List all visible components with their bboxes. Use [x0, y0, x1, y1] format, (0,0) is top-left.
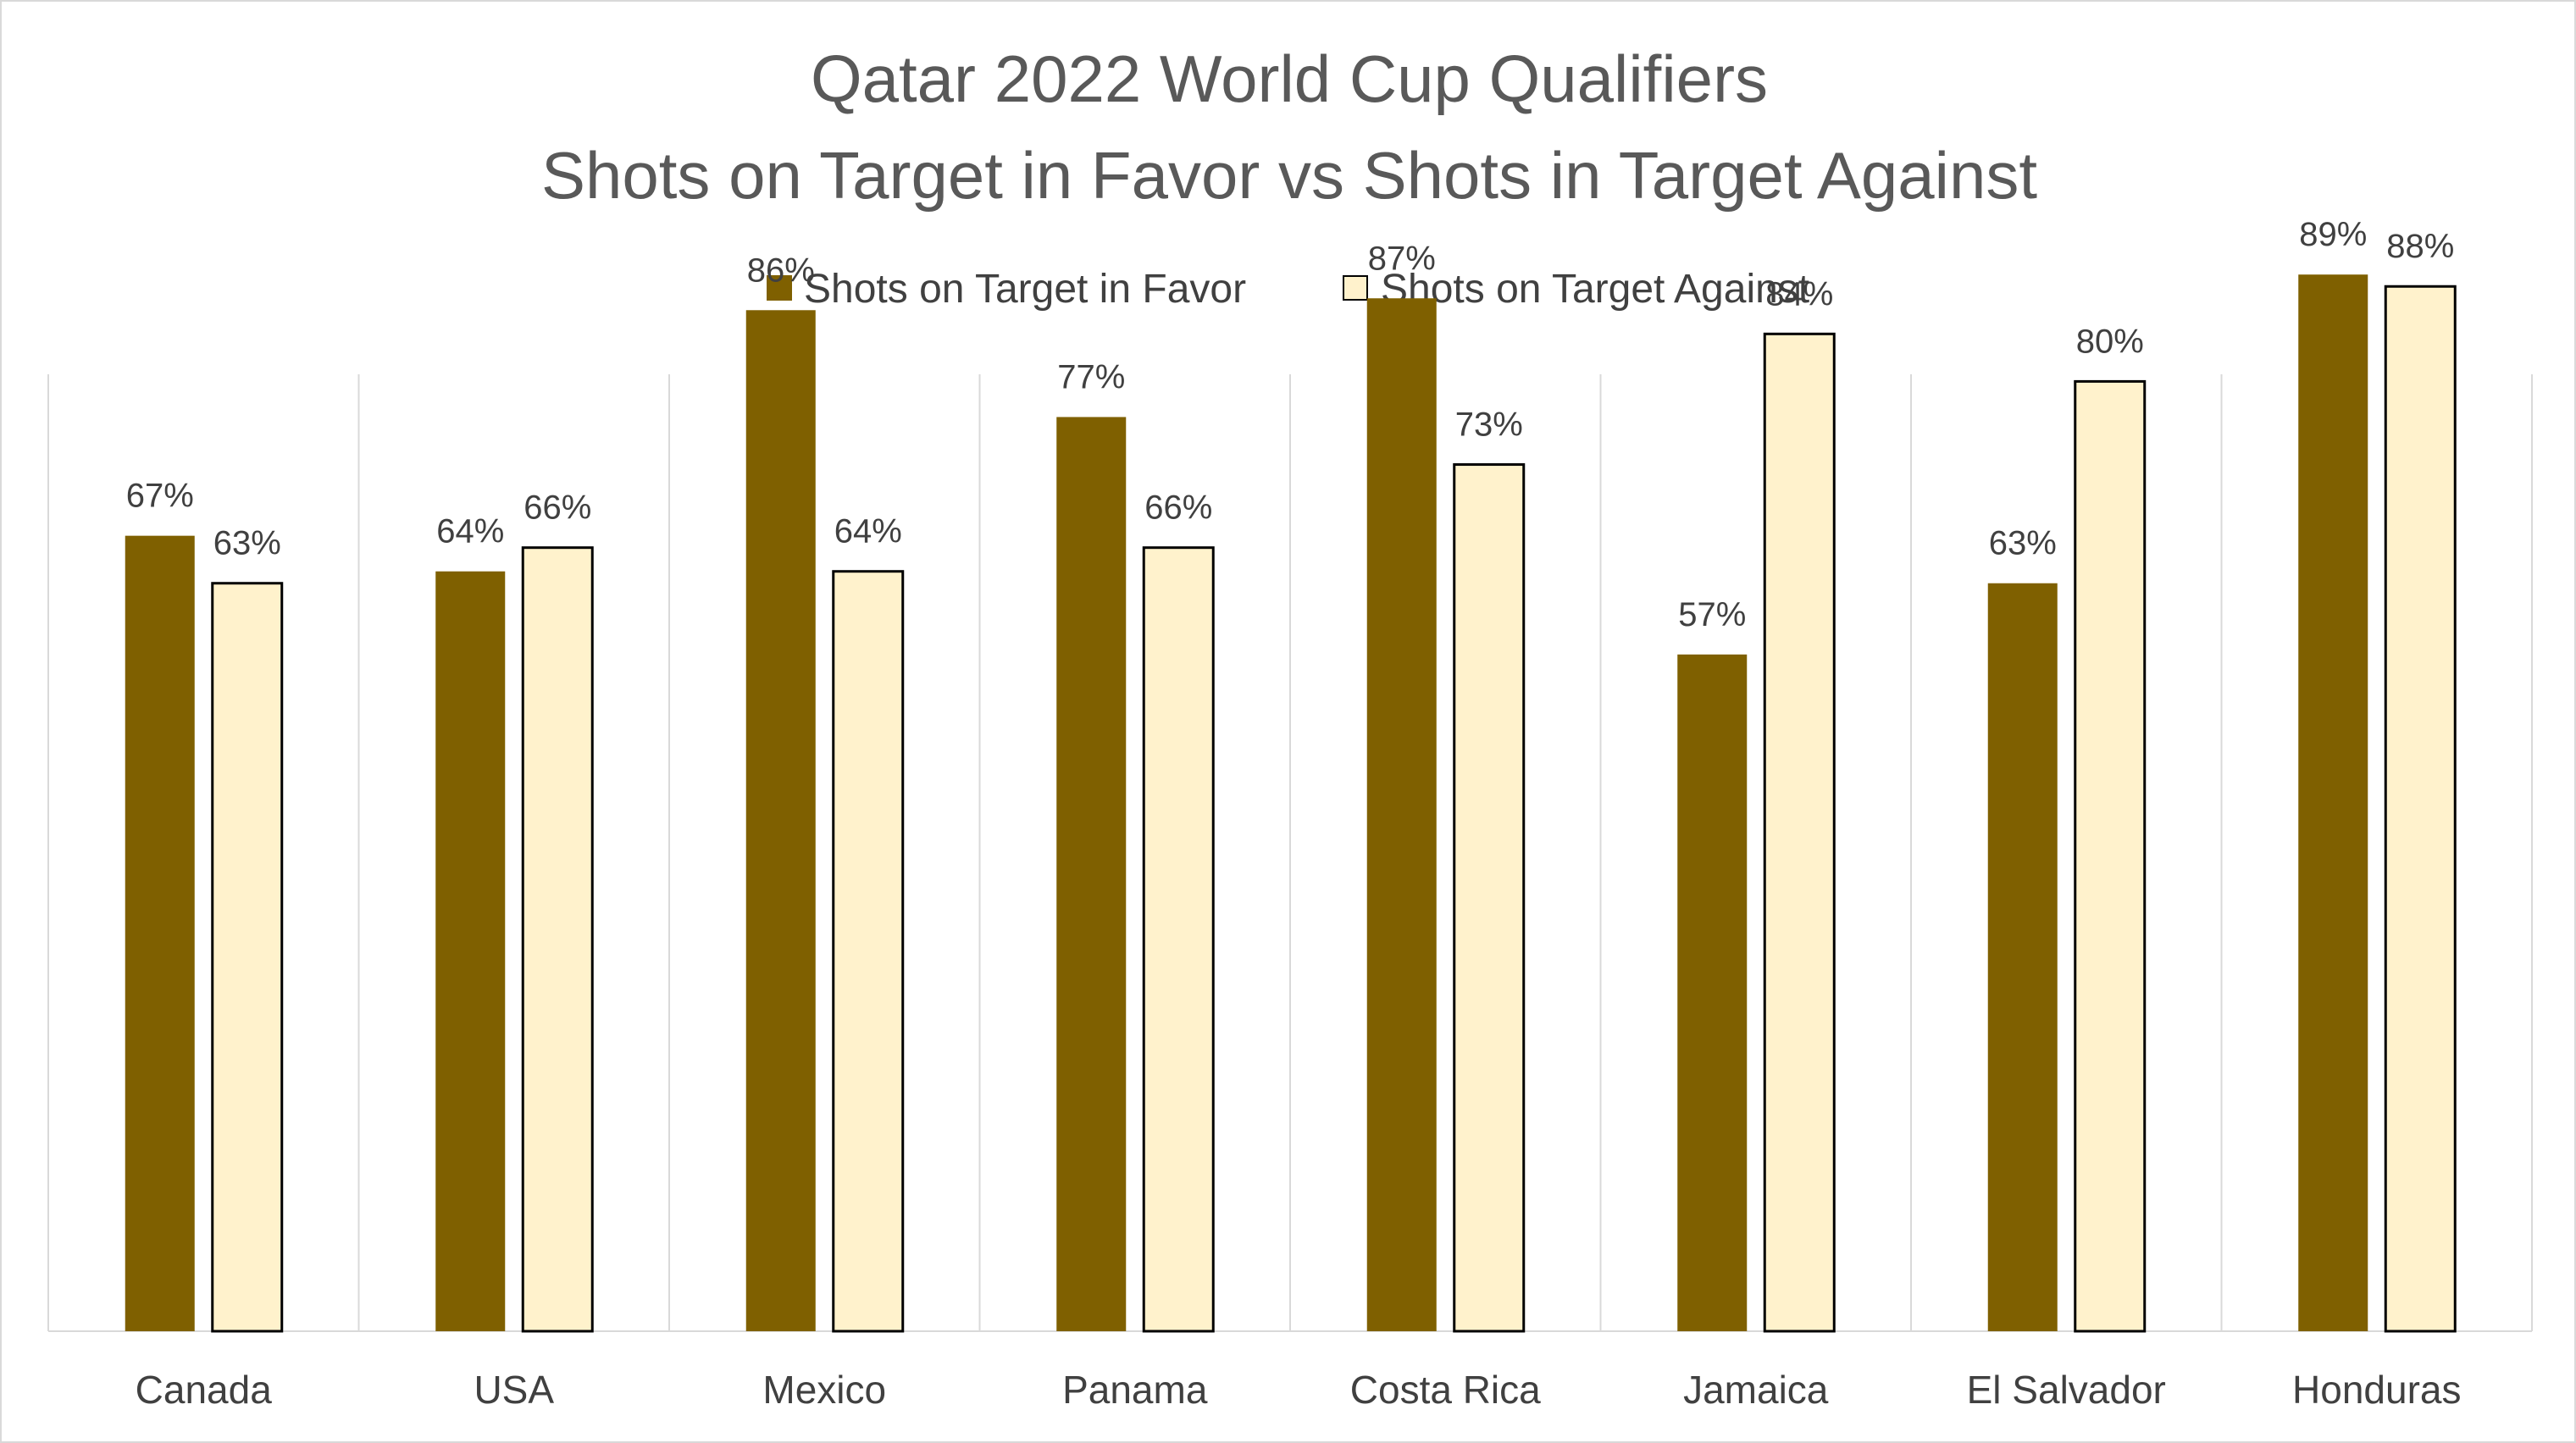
data-label-favor: 86%	[747, 252, 815, 289]
bar-against	[521, 546, 594, 1333]
bar-against	[832, 570, 905, 1333]
category-label: Costa Rica	[1350, 1368, 1541, 1412]
legend-label-favor: Shots on Target in Favor	[804, 267, 1246, 312]
data-label-favor: 63%	[1989, 525, 2057, 562]
bar-favor	[435, 571, 506, 1331]
data-label-favor: 77%	[1057, 358, 1125, 395]
category-label: El Salvador	[1967, 1368, 2166, 1412]
bar-favor	[1366, 298, 1437, 1331]
data-label-favor: 89%	[2299, 216, 2367, 253]
category-label: USA	[474, 1368, 554, 1412]
bar-favor	[2298, 274, 2368, 1332]
data-label-against: 63%	[213, 525, 281, 562]
data-label-against: 66%	[1144, 489, 1212, 527]
category-label: Canada	[136, 1368, 273, 1412]
plot-grid	[47, 374, 2533, 1332]
bar-favor	[1677, 654, 1748, 1331]
plot-bars	[125, 274, 2457, 1333]
bar-against	[1763, 332, 1836, 1333]
data-label-against: 66%	[524, 489, 591, 527]
bar-against	[1142, 546, 1215, 1333]
legend-swatch-favor	[767, 275, 792, 301]
category-label: Panama	[1062, 1368, 1208, 1412]
legend: Shots on Target in Favor Shots on Target…	[767, 267, 1809, 312]
data-label-favor: 64%	[436, 513, 504, 550]
data-label-against: 80%	[2076, 323, 2144, 360]
chart-title: Qatar 2022 World Cup Qualifiers	[811, 41, 1768, 116]
data-label-favor: 67%	[126, 478, 194, 515]
legend-label-against: Shots on Target Against	[1381, 267, 1809, 312]
bar-against	[1453, 463, 1526, 1333]
data-label-against: 84%	[1765, 275, 1833, 312]
bar-favor	[1987, 583, 2058, 1331]
bar-favor	[125, 535, 195, 1331]
bar-favor	[745, 310, 816, 1331]
data-label-against: 88%	[2386, 228, 2454, 265]
plot-data-labels: 67% 63% 64% 66% 86% 64% 77% 66% 87% 73% 57% 84% 63% 8…	[126, 216, 2455, 633]
data-label-against: 73%	[1455, 406, 1523, 444]
bar-against	[2074, 379, 2147, 1333]
bar-against	[2384, 285, 2457, 1333]
bar-against	[211, 582, 284, 1333]
plot-category-labels: Canada USA Mexico Panama Costa Rica Jamaica El…	[136, 1368, 2462, 1412]
data-label-favor: 57%	[1678, 596, 1746, 633]
legend-swatch-against	[1343, 275, 1368, 301]
category-label: Mexico	[762, 1368, 886, 1412]
category-label: Jamaica	[1683, 1368, 1829, 1412]
chart-subtitle: Shots on Target in Favor vs Shots in Tar…	[541, 138, 2037, 213]
data-label-against: 64%	[834, 513, 902, 550]
category-label: Honduras	[2292, 1368, 2461, 1412]
data-label-favor: 87%	[1368, 240, 1436, 277]
bar-favor	[1056, 417, 1127, 1332]
